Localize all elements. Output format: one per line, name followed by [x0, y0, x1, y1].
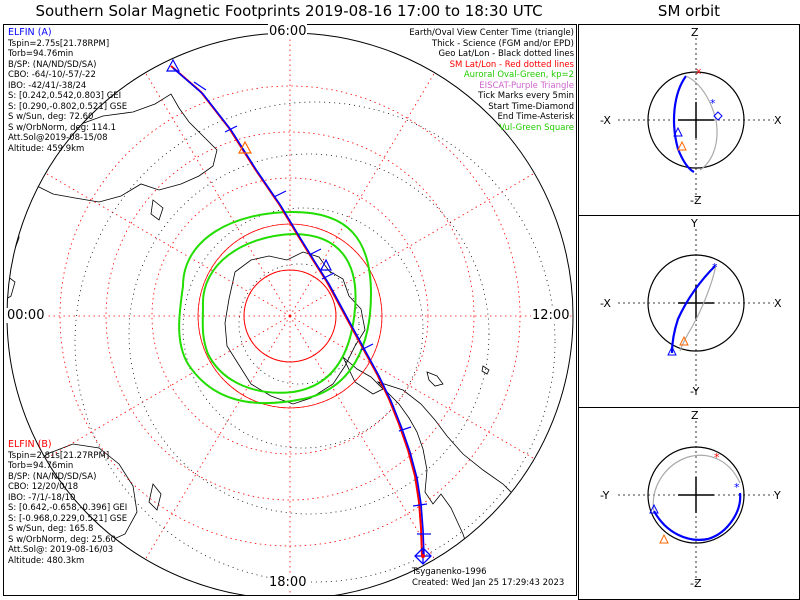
legend-item: Auroral Oval-Green, kp=2 — [463, 70, 574, 80]
sm-xz-top-label: Z — [691, 26, 699, 39]
sm-xz-right-label: X — [774, 114, 782, 127]
elfin-b-line: CBO: 12/20/0/18 — [8, 482, 79, 492]
elfin-b-line: B/SP: (NA/ND/SD/SA) — [8, 471, 97, 482]
elfin-a-line: IBO: -42/41/-38/24 — [8, 80, 87, 91]
legend-item: SM Lat/Lon - Red dotted lines — [449, 59, 574, 70]
legend-item: Tick Marks every 5min — [478, 91, 574, 101]
plot-title: Southern Solar Magnetic Footprints 2019-… — [35, 2, 543, 20]
elfin-b-name: ELFIN (B) — [8, 439, 52, 450]
sm-yz-left-label: -Y — [600, 489, 610, 502]
hour-label-left: 00:00 — [6, 308, 46, 323]
sm-yz-right-label: Y — [774, 489, 781, 502]
legend-item: Geo Lat/Lon - Black dotted lines — [438, 49, 574, 59]
sm-yz-top-label: Z — [691, 409, 699, 422]
elfin-b-line: Torb=94.76min — [8, 461, 74, 471]
sm-pole-circle — [243, 269, 337, 363]
track-tick-marks — [193, 81, 431, 535]
elfin-a-line: B/SP: (NA/ND/SD/SA) — [8, 59, 97, 70]
elfin-a-line: CBO: -64/-10/-57/-22 — [8, 70, 96, 80]
elfin-b-line: S w/OrbNorm, deg: 25.60 — [8, 534, 117, 545]
legend-item: Thick - Science (FGM and/or EPD) — [431, 38, 574, 49]
legend-item: Vul-Green Square — [499, 122, 574, 133]
elfin-a-footprint-track — [172, 67, 425, 557]
elfin-b-line: S w/Sun, deg: 165.8 — [8, 524, 94, 534]
legend-item: End Time-Asterisk — [497, 112, 574, 122]
elfin-a-view-center-marker — [165, 58, 181, 72]
elfin-b-view-center-marker — [237, 140, 253, 154]
legend-item: EISCAT-Purple Triangle — [479, 80, 574, 91]
elfin-a-line: Att.Sol@2019-08-15/08 — [8, 133, 108, 143]
elfin-b-line: IBO: -7/1/-18/10 — [8, 492, 76, 503]
auroral-oval — [178, 210, 373, 405]
elfin-b-info: ELFIN (B) Tspin=2.81s[21.27RPM] Torb=94.… — [8, 439, 128, 566]
elfin-a-line: Tspin=2.75s[21.78RPM] — [8, 38, 110, 49]
sm-orbit-xz-plot: * x — [618, 38, 774, 202]
svg-text:*: * — [712, 261, 718, 274]
model-name: Tsyganenko-1996 — [412, 567, 487, 577]
elfin-a-oval-marker — [320, 258, 332, 271]
sm-orbit-title: SM orbit — [657, 2, 721, 20]
sm-xy-left-label: -X — [600, 297, 611, 310]
created-timestamp: Created: Wed Jan 25 17:29:43 2023 — [412, 577, 565, 588]
elfin-b-line: Tspin=2.81s[21.27RPM] — [8, 450, 110, 461]
svg-text:*: * — [710, 97, 716, 110]
svg-text:*: * — [734, 481, 740, 494]
elfin-b-line: Altitude: 480.3km — [8, 555, 85, 566]
footprint-map — [6, 32, 574, 596]
hour-label-bottom: 18:00 — [268, 575, 308, 590]
elfin-b-line: Att.Sol@: 2019-08-16/03 — [8, 545, 114, 555]
sm-xz-left-label: -X — [600, 114, 611, 127]
sm-xy-right-label: X — [774, 297, 782, 310]
sm-grid-meridians — [7, 33, 573, 596]
footer: Tsyganenko-1996 Created: Wed Jan 25 17:2… — [412, 567, 564, 588]
elfin-a-line: Torb=94.76min — [8, 49, 74, 59]
elfin-b-start-marker — [421, 554, 425, 558]
hour-label-top: 06:00 — [268, 24, 308, 39]
sm-xy-bottom-label: -Y — [690, 385, 700, 398]
elfin-a-line: S w/OrbNorm, deg: 114.1 — [8, 122, 117, 133]
elfin-b-footprint-track — [170, 65, 423, 557]
elfin-b-line: S: [0.642,-0.658,-0.396] GEI — [8, 503, 128, 513]
sm-xy-top-label: Y — [691, 217, 698, 230]
geo-grid-circles — [74, 101, 556, 583]
elfin-a-line: S w/Sun, deg: 72.60 — [8, 112, 94, 122]
elfin-a-name: ELFIN (A) — [8, 27, 52, 38]
elfin-a-info: ELFIN (A) Tspin=2.75s[21.78RPM] Torb=94.… — [8, 27, 128, 154]
sm-xz-bottom-label: -Z — [690, 194, 702, 207]
elfin-b-line: S: [-0.968,0.229,0.521] GSE — [8, 513, 128, 524]
legend-item: Start Time-Diamond — [488, 101, 574, 112]
hour-label-right: 12:00 — [531, 308, 571, 323]
svg-text:*: * — [714, 451, 720, 464]
elfin-a-line: S: [0.242,0.542,0.803] GEI — [8, 91, 122, 101]
elfin-a-line: S: [0.290,-0.802,0.521] GSE — [8, 101, 128, 112]
legend: Earth/Oval View Center Time (triangle) T… — [409, 28, 574, 133]
sm-orbit-yz-plot: * * — [618, 421, 774, 585]
sm-orbit-xy-plot: * — [618, 229, 774, 393]
sm-yz-bottom-label: -Z — [690, 577, 702, 590]
legend-item: Earth/Oval View Center Time (triangle) — [409, 28, 574, 38]
elfin-a-line: Altitude: 459.9km — [8, 143, 85, 154]
svg-text:x: x — [696, 67, 702, 77]
